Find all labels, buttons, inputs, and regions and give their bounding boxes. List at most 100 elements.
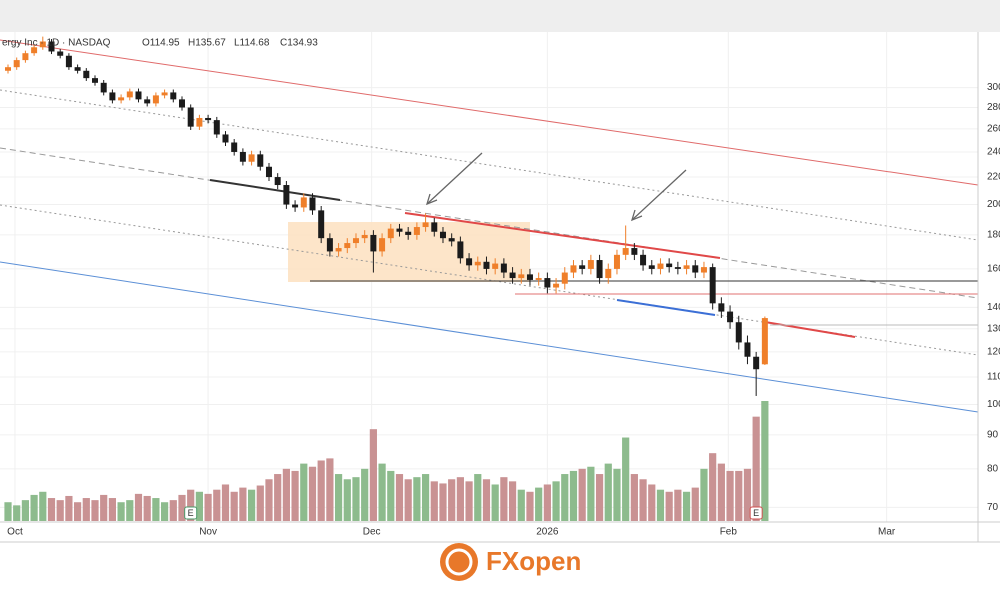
y-tick-label: 100 [987, 399, 1000, 410]
candle-body [5, 67, 12, 71]
candle-body [413, 227, 420, 235]
volume-bar [761, 401, 769, 521]
ohlc-close: C134.93 [280, 38, 318, 49]
ohlc-low: L114.68 [234, 38, 270, 49]
y-tick-label: 280 [987, 102, 1000, 113]
range-box [288, 222, 530, 282]
candle-body [22, 53, 29, 61]
resistance [404, 212, 721, 259]
volume-bar [526, 491, 534, 521]
candle-body [457, 241, 464, 259]
x-tick-label: Nov [199, 527, 217, 538]
candle-body [674, 267, 681, 269]
volume-bar [448, 479, 456, 521]
volume-bar [535, 487, 543, 521]
volume-bar [595, 474, 604, 521]
volume-bar [308, 466, 317, 521]
candle-body [318, 210, 325, 239]
volume-bar [30, 494, 38, 521]
volume-bar [152, 498, 160, 521]
ohlc-high: H135.67 [188, 38, 226, 49]
volume-bar [552, 481, 560, 521]
volume-bar [178, 494, 186, 521]
volume-bar [691, 487, 699, 521]
candle-body [170, 92, 177, 100]
candle-body [309, 197, 316, 211]
y-tick-label: 220 [987, 172, 1000, 183]
y-tick-label: 70 [987, 502, 999, 513]
volume-bar [604, 463, 612, 521]
arrow [631, 169, 687, 221]
candle-body [683, 265, 690, 269]
candle-body [83, 70, 90, 79]
candle-body [570, 265, 577, 273]
arrow-head [630, 209, 643, 222]
volume-bar [317, 460, 325, 521]
candle-body [439, 231, 446, 239]
candle-body [370, 234, 377, 252]
candle-body [187, 107, 194, 127]
volume-bar [21, 500, 30, 521]
candle-body [126, 91, 133, 98]
volume-bar [369, 429, 377, 521]
candles [5, 36, 768, 396]
volume-bar [639, 479, 647, 521]
arrow [426, 152, 483, 205]
volume-bar [735, 470, 743, 521]
candle-body [396, 228, 403, 232]
candle-body [474, 261, 481, 266]
ohlc-open: O114.95 [142, 38, 180, 49]
candle-body [222, 134, 229, 143]
volume-bar [387, 470, 395, 521]
volume-bar [291, 470, 299, 521]
trend-segment [209, 179, 341, 201]
volume-bar [91, 500, 99, 521]
drawings [0, 39, 979, 413]
candle-body [213, 120, 220, 135]
y-tick-label: 130 [987, 323, 1000, 334]
volume-bar [709, 453, 717, 521]
volume-bar [717, 463, 725, 521]
volume-bar [361, 468, 369, 521]
candle-body [352, 238, 359, 244]
candle-body [709, 267, 716, 304]
y-tick-label: 90 [987, 430, 999, 441]
volume-bar [474, 474, 482, 521]
volume-bar [4, 502, 12, 521]
candle-body [178, 99, 185, 108]
candle-body [622, 248, 629, 255]
volume-bar [247, 489, 256, 521]
candle-body [405, 231, 412, 235]
candle-body [535, 278, 542, 280]
candle-body [518, 274, 525, 279]
candle-body [579, 265, 586, 269]
volume-bar [404, 479, 412, 521]
grid [0, 32, 978, 522]
candle-body [431, 222, 438, 232]
top-band [0, 0, 1000, 32]
candle-body [544, 278, 551, 288]
brand-name: FXopen [486, 546, 581, 576]
candle-body [39, 41, 46, 48]
candle-body [466, 258, 473, 266]
candle-body [500, 263, 507, 273]
candle-body [648, 265, 655, 269]
candle-body [753, 356, 760, 370]
volume-bar [73, 502, 82, 521]
volume-bar [343, 479, 351, 521]
channel-top [0, 39, 979, 186]
volume-bar [430, 481, 438, 521]
volume-bar [239, 487, 247, 521]
candle-body [744, 342, 751, 357]
y-tick-label: 180 [987, 230, 1000, 241]
volume-bar [300, 463, 308, 521]
earnings-marker [184, 506, 198, 520]
volume-bar [613, 468, 621, 521]
header: ergy Inc · 1D · NASDAQ O114.95 H135.67 L… [2, 38, 318, 49]
candle-body [57, 51, 64, 56]
candle-body [379, 238, 386, 252]
volume-bar [13, 505, 21, 521]
y-tick-label: 160 [987, 264, 1000, 275]
trend-segment [616, 299, 716, 316]
symbol: ergy Inc · 1D · NASDAQ [2, 38, 111, 49]
